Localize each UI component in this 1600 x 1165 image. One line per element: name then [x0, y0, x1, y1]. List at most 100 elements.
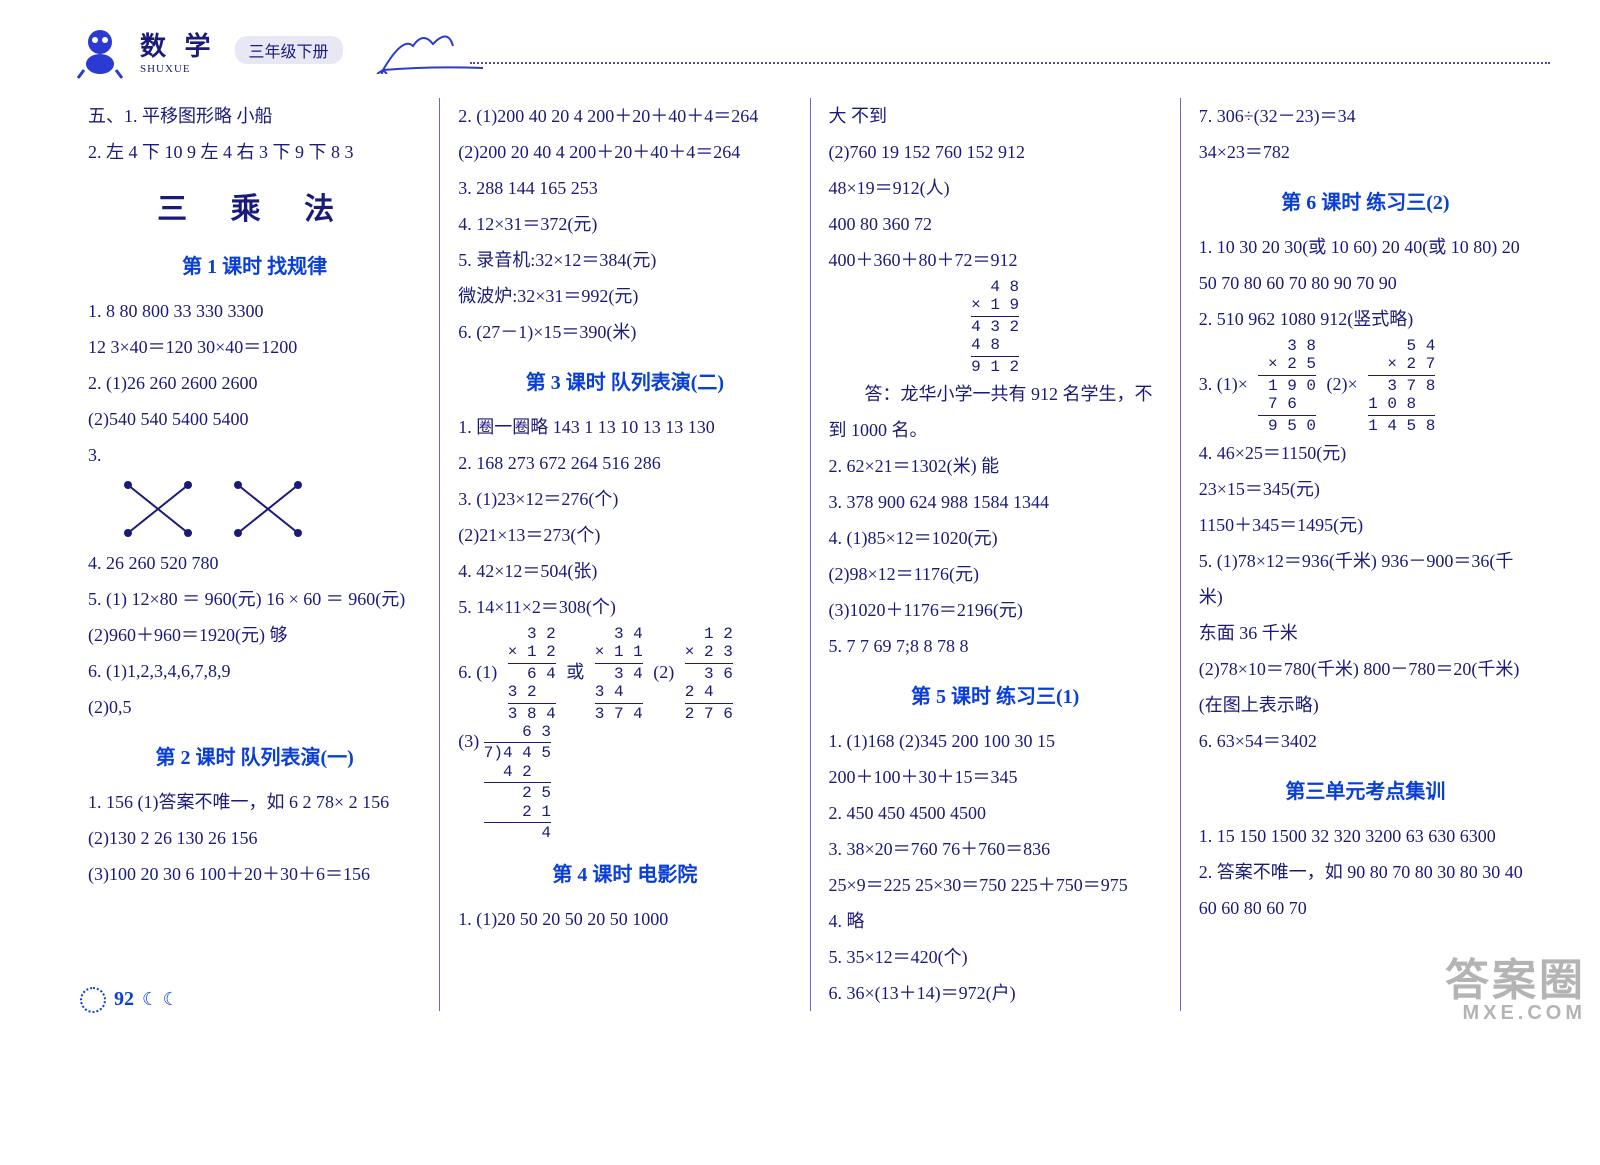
text-line: 1. 156 (1)答案不唯一，如 6 2 78× 2 156: [88, 784, 421, 820]
text-line: (2)200 20 40 4 200＋20＋40＋4＝264: [458, 134, 791, 170]
subject-block: 数 学 SHUXUE: [140, 26, 217, 75]
text-line: (2)0,5: [88, 689, 421, 725]
watermark-big: 答案圈: [1445, 959, 1586, 1003]
text-line: 6. 63×54＝3402: [1199, 723, 1532, 759]
lesson-title-3: 第 3 课时 队列表演(二): [458, 366, 791, 395]
text-line: 5. (1) 12×80 ＝ 960(元) 16 × 60 ＝ 960(元): [88, 581, 421, 617]
column-3: 大 不到 (2)760 19 152 760 152 912 48×19＝912…: [810, 98, 1180, 1011]
vdiv-445-7: 6 37)4 4 5 4 2 2 5 2 1 4: [484, 723, 551, 842]
text-line: 6. (1)1,2,3,4,6,7,8,9: [88, 653, 421, 689]
text-line: 5. 14×11×2＝308(个): [458, 589, 791, 625]
text-line: 1. 8 80 800 33 330 3300: [88, 293, 421, 329]
or-label: 或: [566, 662, 584, 682]
lesson-title-6: 第 6 课时 练习三(2): [1199, 186, 1532, 215]
text-line: 五、1. 平移图形略 小船: [88, 98, 421, 134]
text-line: 6. 36×(13＋14)＝972(户): [829, 975, 1162, 1011]
columns: 五、1. 平移图形略 小船 2. 左 4 下 10 9 左 4 右 3 下 9 …: [70, 98, 1550, 1011]
vmul-32x12: 3 2× 1 2 6 43 2 3 8 4: [508, 625, 556, 723]
page-footer: 92 ☾ ☾: [80, 987, 179, 1013]
lesson-title-exam: 第三单元考点集训: [1199, 775, 1532, 804]
text-line: 4. 26 260 520 780: [88, 545, 421, 581]
text-line: 2. 62×21＝1302(米) 能: [829, 448, 1162, 484]
text-line: 5. 35×12＝420(个): [829, 939, 1162, 975]
page-number: 92: [114, 988, 134, 1011]
text-line: 2. (1)200 40 20 4 200＋20＋40＋4＝264: [458, 98, 791, 134]
text-line: 3. (1)23×12＝276(个): [458, 481, 791, 517]
text-line: 4. 12×31＝372(元): [458, 206, 791, 242]
text-line: 2. 左 4 下 10 9 左 4 右 3 下 9 下 8 3: [88, 134, 421, 170]
vmul-12x23: 1 2× 2 3 3 62 4 2 7 6: [685, 625, 733, 723]
text-line: 1150＋345＝1495(元): [1199, 507, 1532, 543]
lesson-title-2: 第 2 课时 队列表演(一): [88, 741, 421, 770]
text-line: 5. (1)78×12＝936(千米) 936－900＝36(千米): [1199, 543, 1532, 615]
grade-badge: 三年级下册: [235, 36, 343, 64]
lesson-title-5: 第 5 课时 练习三(1): [829, 680, 1162, 709]
text-line: (在图上表示略): [1199, 687, 1532, 723]
text-line: 1. (1)20 50 20 50 20 50 1000: [458, 901, 791, 937]
text-line: 4. 46×25＝1150(元): [1199, 435, 1532, 471]
text-line: 2. 510 962 1080 912(竖式略): [1199, 301, 1532, 337]
text-line: 1. 圈一圈略 143 1 13 10 13 13 130: [458, 409, 791, 445]
text-line: 4. (1)85×12＝1020(元): [829, 520, 1162, 556]
label: (3): [458, 731, 479, 751]
text-line: 微波炉:32×31＝992(元): [458, 278, 791, 314]
text-line: 25×9＝225 25×30＝750 225＋750＝975: [829, 867, 1162, 903]
moons-icon: ☾ ☾: [142, 989, 179, 1010]
text-line: 23×15＝345(元): [1199, 471, 1532, 507]
label: (2): [653, 662, 674, 682]
text-line: 2. 450 450 4500 4500: [829, 795, 1162, 831]
mascot-icon: [70, 20, 130, 80]
text-line: 4. 略: [829, 903, 1162, 939]
column-1: 五、1. 平移图形略 小船 2. 左 4 下 10 9 左 4 右 3 下 9 …: [70, 98, 439, 1011]
text-line: 2. (1)26 260 2600 2600: [88, 365, 421, 401]
text-line: (2)540 540 5400 5400: [88, 401, 421, 437]
text-line: 大 不到: [829, 98, 1162, 134]
vertical-calc-row: 4 8× 1 94 3 24 8 9 1 2: [829, 278, 1162, 376]
label: 6. (1): [458, 662, 497, 682]
cross-diagram-icon: [118, 477, 318, 541]
text-line: 5. 录音机:32×12＝384(元): [458, 242, 791, 278]
text-line: 1. (1)168 (2)345 200 100 30 15: [829, 723, 1162, 759]
vertical-calc-row: 3. (1)× 3 8 × 2 5 1 9 0 7 6 9 5 0 (2)× 5…: [1199, 337, 1532, 435]
text-line: 1. 10 30 20 30(或 10 60) 20 40(或 10 80) 2…: [1199, 229, 1532, 301]
text-line: 34×23＝782: [1199, 134, 1532, 170]
text-line: (2)21×13＝273(个): [458, 517, 791, 553]
page-root: 数 学 SHUXUE 三年级下册 五、1. 平移图形略 小船 2. 左 4 下 …: [0, 0, 1600, 1031]
text-line: 3. 38×20＝760 76＋760＝836: [829, 831, 1162, 867]
text-line: 400 80 360 72: [829, 206, 1162, 242]
text-line: 3. 378 900 624 988 1584 1344: [829, 484, 1162, 520]
vertical-calc-row: 6. (1) 3 2× 1 2 6 43 2 3 8 4 或 3 4× 1 1 …: [458, 625, 791, 723]
text-line: 6. (27－1)×15＝390(米): [458, 314, 791, 350]
text-line: 3.: [88, 437, 421, 473]
label: 3. (1)×: [1199, 374, 1248, 394]
text-line: (2)130 2 26 130 26 156: [88, 820, 421, 856]
unit-title: 三 乘 法: [88, 184, 421, 228]
vertical-calc-row: (3) 6 37)4 4 5 4 2 2 5 2 1 4: [458, 723, 791, 842]
text-line: 12 3×40＝120 30×40＝1200: [88, 329, 421, 365]
vmul-54x27: 5 4 × 2 7 3 7 81 0 8 1 4 5 8: [1368, 337, 1435, 435]
text-line: 5. 7 7 69 7;8 8 78 8: [829, 628, 1162, 664]
text-line: (2)78×10＝780(千米) 800－780＝20(千米): [1199, 651, 1532, 687]
text-line: (2)98×12＝1176(元): [829, 556, 1162, 592]
text-line: 48×19＝912(人): [829, 170, 1162, 206]
text-line: (2)960＋960＝1920(元) 够: [88, 617, 421, 653]
text-line: 7. 306÷(32－23)＝34: [1199, 98, 1532, 134]
text-line: 400＋360＋80＋72＝912: [829, 242, 1162, 278]
text-line: 东面 36 千米: [1199, 615, 1532, 651]
text-line: 答：龙华小学一共有 912 名学生，不到 1000 名。: [829, 376, 1162, 448]
subject-title: 数 学: [140, 26, 217, 63]
text-line: 2. 168 273 672 264 516 286: [458, 445, 791, 481]
text-line: 2. 答案不唯一，如 90 80 70 80 30 80 30 40 60 60…: [1199, 854, 1532, 926]
text-line: (3)1020＋1176＝2196(元): [829, 592, 1162, 628]
label: (2)×: [1327, 374, 1358, 394]
lesson-title-1: 第 1 课时 找规律: [88, 250, 421, 279]
vmul-34x11: 3 4× 1 1 3 43 4 3 7 4: [595, 625, 643, 723]
column-4: 7. 306÷(32－23)＝34 34×23＝782 第 6 课时 练习三(2…: [1180, 98, 1550, 1011]
watermark: 答案圈 MXE.COM: [1445, 959, 1586, 1023]
subject-pinyin: SHUXUE: [140, 63, 217, 75]
watermark-small: MXE.COM: [1445, 1003, 1586, 1023]
flower-icon: [373, 26, 493, 74]
page-header: 数 学 SHUXUE 三年级下册: [70, 20, 1550, 80]
lesson-title-4: 第 4 课时 电影院: [458, 858, 791, 887]
text-line: (3)100 20 30 6 100＋20＋30＋6＝156: [88, 856, 421, 892]
